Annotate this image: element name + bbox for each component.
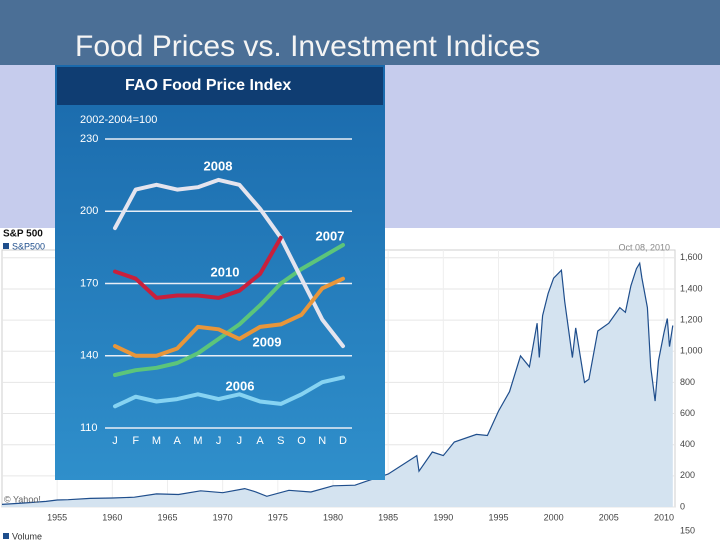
y-tick-label: 400 — [680, 439, 695, 449]
x-tick-label: 1955 — [47, 512, 67, 522]
series-line — [113, 375, 345, 409]
volume-label: Volume — [12, 531, 42, 540]
chart-subtitle: 2002-2004=100 — [80, 114, 157, 126]
x-tick-label: 1985 — [378, 512, 398, 522]
y-tick-label: 0 — [680, 501, 685, 511]
x-tick-label: J — [237, 435, 243, 447]
y-tick-label: 230 — [80, 133, 98, 145]
x-tick-label: A — [174, 435, 182, 447]
series-line — [113, 276, 345, 358]
x-tick-label: 1965 — [157, 512, 177, 522]
fao-chart: FAO Food Price Index 2002-2004=100 110 140 1… — [55, 65, 385, 480]
x-tick-label: 2010 — [654, 512, 674, 522]
legend-label: S&P500 — [12, 241, 45, 251]
y-tick-label: 1,600 — [680, 252, 703, 262]
x-tick-label: F — [132, 435, 139, 447]
x-tick-label: J — [112, 435, 118, 447]
series-line — [113, 177, 345, 349]
volume-tick-label: 150 — [680, 525, 695, 535]
y-tick-label: 1,000 — [680, 346, 703, 356]
series-line — [113, 243, 345, 377]
y-tick-label: 1,200 — [680, 314, 703, 324]
source-label: © Yahoo! — [4, 494, 41, 504]
area-fill — [2, 263, 673, 507]
x-tick-label: 1970 — [213, 512, 233, 522]
x-tick-label: M — [193, 435, 202, 447]
x-tick-label: J — [216, 435, 222, 447]
series-line — [1, 261, 674, 505]
x-tick-label: N — [318, 435, 326, 447]
series-label: 2009 — [253, 334, 282, 349]
legend-swatch — [3, 243, 9, 249]
chart-background — [55, 65, 385, 480]
y-tick-label: 200 — [80, 205, 98, 217]
series-label: 2010 — [211, 264, 240, 279]
x-tick-label: 1995 — [488, 512, 508, 522]
x-tick-label: M — [152, 435, 161, 447]
series-label: 2008 — [204, 158, 233, 173]
x-tick-label: S — [277, 435, 284, 447]
y-tick-label: 1,400 — [680, 283, 703, 293]
y-tick-label: 600 — [680, 408, 695, 418]
x-tick-label: 1980 — [323, 512, 343, 522]
volume-swatch — [3, 533, 9, 539]
date-label: Oct 08, 2010 — [618, 242, 670, 252]
x-tick-label: 1990 — [433, 512, 453, 522]
y-tick-label: 200 — [680, 470, 695, 480]
slide-title: Food Prices vs. Investment Indices — [75, 30, 540, 63]
y-tick-label: 140 — [80, 350, 98, 362]
x-tick-label: A — [256, 435, 264, 447]
title-banner — [0, 0, 720, 65]
y-tick-label: 800 — [680, 377, 695, 387]
x-tick-label: O — [297, 435, 306, 447]
chart-title: S&P 500 — [3, 229, 43, 240]
x-tick-label: 1975 — [268, 512, 288, 522]
x-tick-label: 1960 — [102, 512, 122, 522]
y-tick-label: 110 — [80, 422, 98, 434]
x-tick-label: D — [339, 435, 347, 447]
x-tick-label: 2000 — [544, 512, 564, 522]
series-label: 2007 — [316, 228, 345, 243]
y-tick-label: 170 — [80, 277, 98, 289]
chart-title-bar — [57, 67, 383, 105]
chart-title: FAO Food Price Index — [125, 77, 291, 94]
series-label: 2006 — [226, 378, 255, 393]
series-line — [113, 235, 283, 300]
x-tick-label: 2005 — [599, 512, 619, 522]
